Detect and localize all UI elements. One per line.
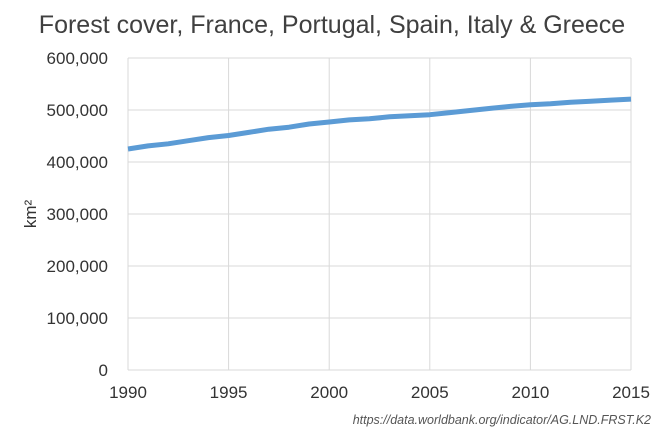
x-tick-label: 2015: [612, 383, 650, 402]
x-tick-label: 2000: [310, 383, 348, 402]
series-layer: [127, 96, 632, 152]
x-tick-label: 2010: [511, 383, 549, 402]
x-tick-label: 1995: [210, 383, 248, 402]
y-tick-label: 600,000: [47, 49, 108, 68]
y-tick-label: 400,000: [47, 153, 108, 172]
grid-layer: [127, 57, 632, 371]
y-tick-label: 0: [99, 361, 108, 380]
chart-title: Forest cover, France, Portugal, Spain, I…: [39, 11, 625, 39]
source-note: https://data.worldbank.org/indicator/AG.…: [353, 413, 651, 427]
x-tick-label: 2005: [411, 383, 449, 402]
y-tick-label: 500,000: [47, 101, 108, 120]
y-tick-label: 300,000: [47, 205, 108, 224]
y-tick-label: 200,000: [47, 257, 108, 276]
x-tick-label: 1990: [109, 383, 147, 402]
axis-layer: 0 100,000 200,000 300,000 400,000 500,000 600,…: [47, 49, 650, 402]
y-tick-label: 100,000: [47, 309, 108, 328]
y-axis-label: km²: [21, 200, 40, 229]
series-line: [127, 96, 632, 152]
